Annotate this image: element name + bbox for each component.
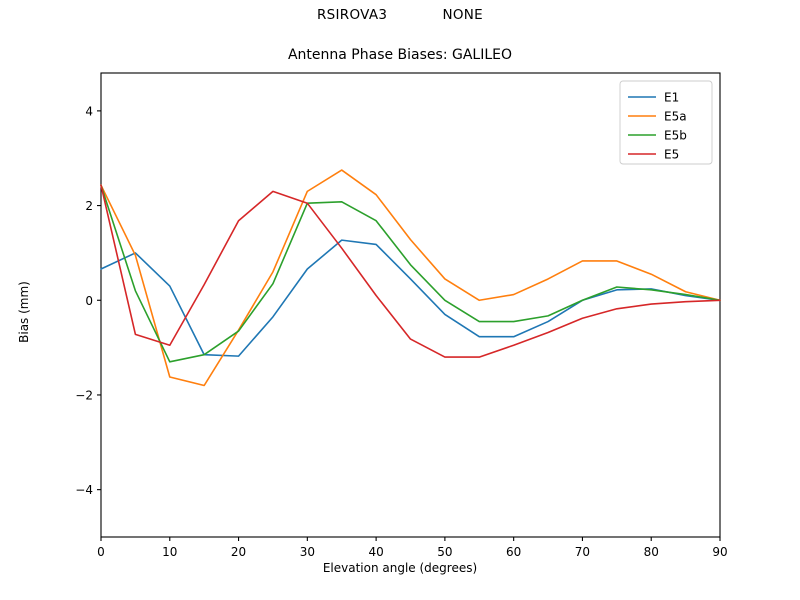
y-tick-label: 0 (85, 294, 93, 308)
antenna-name: RSIROVA3 (316, 7, 388, 23)
legend-label-e5: E5 (664, 148, 679, 162)
x-tick-label: 70 (575, 545, 590, 559)
series-line-e5 (100, 184, 721, 358)
x-tick-label: 90 (712, 545, 727, 559)
legend-label-e5a: E5a (664, 110, 687, 124)
radome-name: NONE (442, 7, 484, 23)
figure-suptitle: RSIROVA3 NONE (0, 7, 800, 23)
x-tick-label: 60 (506, 545, 521, 559)
y-tick-label: 2 (85, 199, 93, 213)
series-line-e5a (100, 169, 721, 387)
x-tick-label: 80 (644, 545, 659, 559)
x-tick-label: 50 (437, 545, 452, 559)
plot-frame (100, 72, 721, 538)
chart-title: Antenna Phase Biases: GALILEO (287, 47, 513, 63)
legend-box (619, 80, 713, 165)
y-tick-label: 4 (85, 104, 93, 118)
x-axis-label: Elevation angle (degrees) (322, 561, 478, 575)
x-tick-label: 20 (231, 545, 246, 559)
y-tick-label: −4 (75, 483, 93, 497)
x-tick-label: 10 (162, 545, 177, 559)
y-tick-label: −2 (75, 388, 93, 402)
x-tick-label: 30 (300, 545, 315, 559)
x-tick-label: 0 (97, 545, 105, 559)
y-axis-label: Bias (mm) (17, 281, 31, 343)
legend-label-e1: E1 (664, 91, 679, 105)
series-line-e5b (100, 184, 721, 363)
x-tick-label: 40 (368, 545, 383, 559)
legend-label-e5b: E5b (664, 129, 687, 143)
